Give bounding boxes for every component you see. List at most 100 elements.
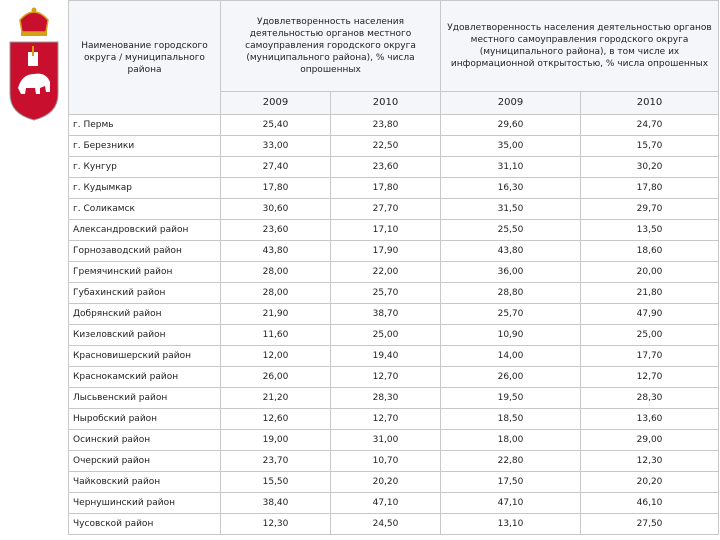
header-year: 2010 bbox=[579, 91, 720, 115]
table-row: Чусовской район 12,30 24,50 13,10 27,50 bbox=[68, 513, 720, 535]
header-year: 2009 bbox=[220, 91, 331, 115]
cell-value: 25,70 bbox=[440, 303, 581, 325]
table-row: Краснокамский район 26,00 12,70 26,00 12,70 bbox=[68, 366, 720, 388]
cell-value: 22,00 bbox=[330, 261, 441, 283]
row-name: Губахинский район bbox=[68, 282, 221, 304]
cell-value: 26,00 bbox=[440, 366, 581, 388]
table-body: г. Пермь 25,40 23,80 29,60 24,70 г. Березники… bbox=[68, 114, 720, 535]
cell-value: 38,70 bbox=[330, 303, 441, 325]
cell-value: 12,30 bbox=[579, 450, 720, 472]
cell-value: 23,70 bbox=[220, 450, 331, 472]
cell-value: 43,80 bbox=[440, 240, 581, 262]
cell-value: 10,70 bbox=[330, 450, 441, 472]
cell-value: 10,90 bbox=[440, 324, 581, 346]
cell-value: 35,00 bbox=[440, 135, 581, 157]
table-row: Красновишерский район 12,00 19,40 14,00 17,7… bbox=[68, 345, 720, 367]
cell-value: 28,00 bbox=[220, 261, 331, 283]
cell-value: 24,70 bbox=[579, 114, 720, 136]
cell-value: 12,70 bbox=[330, 366, 441, 388]
cell-value: 47,10 bbox=[440, 492, 581, 514]
row-name: Гремячинский район bbox=[68, 261, 221, 283]
row-name: г. Пермь bbox=[68, 114, 221, 136]
row-name: Очерский район bbox=[68, 450, 221, 472]
row-name: Красновишерский район bbox=[68, 345, 221, 367]
cell-value: 23,80 bbox=[330, 114, 441, 136]
cell-value: 17,90 bbox=[330, 240, 441, 262]
cell-value: 27,70 bbox=[330, 198, 441, 220]
row-name: г. Соликамск bbox=[68, 198, 221, 220]
cell-value: 20,20 bbox=[579, 471, 720, 493]
row-name: Ныробский район bbox=[68, 408, 221, 430]
cell-value: 13,50 bbox=[579, 219, 720, 241]
cell-value: 25,50 bbox=[440, 219, 581, 241]
row-name: Добрянский район bbox=[68, 303, 221, 325]
row-name: Кизеловский район bbox=[68, 324, 221, 346]
cell-value: 28,30 bbox=[330, 387, 441, 409]
cell-value: 23,60 bbox=[330, 156, 441, 178]
cell-value: 25,00 bbox=[579, 324, 720, 346]
cell-value: 28,00 bbox=[220, 282, 331, 304]
cell-value: 21,20 bbox=[220, 387, 331, 409]
row-name: Чусовской район bbox=[68, 513, 221, 535]
row-name: г. Кудымкар bbox=[68, 177, 221, 199]
row-name: Краснокамский район bbox=[68, 366, 221, 388]
cell-value: 28,80 bbox=[440, 282, 581, 304]
cell-value: 17,80 bbox=[579, 177, 720, 199]
cell-value: 24,50 bbox=[330, 513, 441, 535]
cell-value: 14,00 bbox=[440, 345, 581, 367]
cell-value: 28,30 bbox=[579, 387, 720, 409]
cell-value: 12,60 bbox=[220, 408, 331, 430]
row-name: Чернушинский район bbox=[68, 492, 221, 514]
cell-value: 19,40 bbox=[330, 345, 441, 367]
table-row: Горнозаводский район 43,80 17,90 43,80 18,60 bbox=[68, 240, 720, 262]
coat-of-arms bbox=[9, 7, 59, 121]
cell-value: 46,10 bbox=[579, 492, 720, 514]
cell-value: 36,00 bbox=[440, 261, 581, 283]
cell-value: 47,10 bbox=[330, 492, 441, 514]
cell-value: 17,80 bbox=[330, 177, 441, 199]
cell-value: 25,40 bbox=[220, 114, 331, 136]
cell-value: 13,10 bbox=[440, 513, 581, 535]
cell-value: 47,90 bbox=[579, 303, 720, 325]
cell-value: 19,50 bbox=[440, 387, 581, 409]
row-name: Лысьвенский район bbox=[68, 387, 221, 409]
row-name: г. Березники bbox=[68, 135, 221, 157]
cell-value: 31,50 bbox=[440, 198, 581, 220]
cell-value: 27,50 bbox=[579, 513, 720, 535]
table-row: Чайковский район 15,50 20,20 17,50 20,20 bbox=[68, 471, 720, 493]
table-row: Гремячинский район 28,00 22,00 36,00 20,00 bbox=[68, 261, 720, 283]
table-row: Губахинский район 28,00 25,70 28,80 21,80 bbox=[68, 282, 720, 304]
table-row: Осинский район 19,00 31,00 18,00 29,00 bbox=[68, 429, 720, 451]
cell-value: 19,00 bbox=[220, 429, 331, 451]
cell-value: 12,00 bbox=[220, 345, 331, 367]
cell-value: 12,30 bbox=[220, 513, 331, 535]
row-name: г. Кунгур bbox=[68, 156, 221, 178]
cell-value: 29,00 bbox=[579, 429, 720, 451]
table-row: г. Березники 33,00 22,50 35,00 15,70 bbox=[68, 135, 720, 157]
header-group: Удовлетворенность населения деятельность… bbox=[439, 0, 720, 92]
table-row: Ныробский район 12,60 12,70 18,50 13,60 bbox=[68, 408, 720, 430]
cell-value: 29,60 bbox=[440, 114, 581, 136]
table-row: г. Пермь 25,40 23,80 29,60 24,70 bbox=[68, 114, 720, 136]
cell-value: 11,60 bbox=[220, 324, 331, 346]
table-row: Чернушинский район 38,40 47,10 47,10 46,10 bbox=[68, 492, 720, 514]
cell-value: 15,50 bbox=[220, 471, 331, 493]
cell-value: 29,70 bbox=[579, 198, 720, 220]
cell-value: 17,10 bbox=[330, 219, 441, 241]
cell-value: 17,50 bbox=[440, 471, 581, 493]
table-row: г. Кудымкар 17,80 17,80 16,30 17,80 bbox=[68, 177, 720, 199]
cell-value: 22,80 bbox=[440, 450, 581, 472]
cell-value: 26,00 bbox=[220, 366, 331, 388]
cell-value: 30,20 bbox=[579, 156, 720, 178]
cell-value: 20,00 bbox=[579, 261, 720, 283]
cell-value: 23,60 bbox=[220, 219, 331, 241]
table-row: Кизеловский район 11,60 25,00 10,90 25,00 bbox=[68, 324, 720, 346]
cell-value: 25,00 bbox=[330, 324, 441, 346]
cell-value: 17,70 bbox=[579, 345, 720, 367]
cell-value: 16,30 bbox=[440, 177, 581, 199]
cell-value: 18,00 bbox=[440, 429, 581, 451]
cell-value: 27,40 bbox=[220, 156, 331, 178]
header-year: 2010 bbox=[330, 91, 441, 115]
header-name: Наименование городского округа / муницип… bbox=[68, 0, 221, 115]
